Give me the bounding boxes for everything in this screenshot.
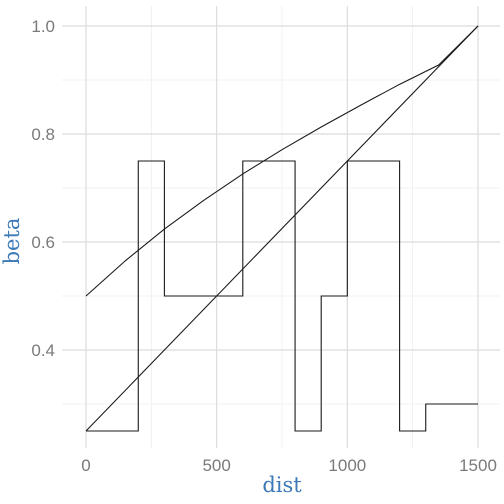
- x-tick-label: 500: [202, 456, 230, 475]
- y-axis-ticks: 0.4 0.6 0.8 1.0: [31, 17, 55, 360]
- series-line-3: [85, 25, 479, 297]
- x-tick-label: 1000: [328, 456, 366, 475]
- series-group: [85, 25, 479, 432]
- x-axis-title: dist: [262, 473, 302, 497]
- x-axis-ticks: 0 500 1000 1500: [81, 456, 497, 475]
- y-axis-title: beta: [0, 218, 24, 265]
- x-tick-label: 1500: [459, 456, 497, 475]
- y-tick-label: 0.8: [31, 125, 55, 144]
- grid: [62, 6, 500, 448]
- x-tick-label: 0: [81, 456, 90, 475]
- series-line-1: [86, 160, 478, 432]
- y-tick-label: 0.6: [31, 233, 55, 252]
- y-tick-label: 0.4: [31, 341, 55, 360]
- series-line-2: [85, 25, 479, 432]
- y-tick-label: 1.0: [31, 17, 55, 36]
